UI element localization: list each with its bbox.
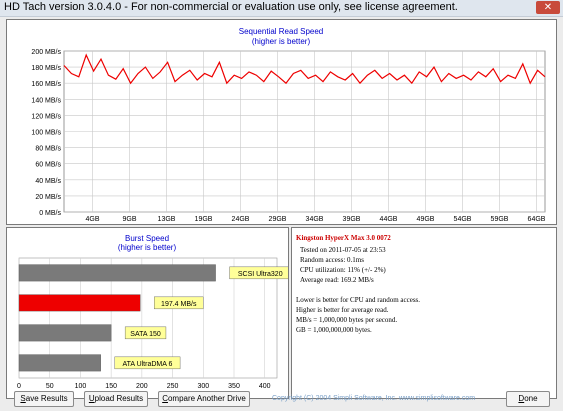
series-line	[63, 53, 546, 85]
burst-title: Burst Speed	[125, 234, 169, 243]
x-tick-label: 54GB	[454, 216, 472, 223]
info-panel: Kingston HyperX Max 3.0 0072 Tested on 2…	[291, 227, 557, 399]
x-tick-label: 13GB	[158, 216, 176, 223]
close-icon[interactable]: ✕	[536, 1, 560, 14]
burst-x-tick-label: 150	[105, 383, 117, 390]
y-tick-label: 60 MB/s	[35, 162, 61, 169]
bar-label-box	[124, 326, 167, 340]
burst-subtitle: (higher is better)	[118, 243, 177, 252]
note-gb: GB = 1,000,000,000 bytes.	[296, 326, 372, 334]
y-tick-label: 100 MB/s	[31, 130, 61, 137]
y-tick-label: 160 MB/s	[31, 81, 61, 88]
title-bar: HD Tach version 3.0.4.0 - For non-commer…	[0, 0, 563, 17]
x-tick-label: 34GB	[306, 216, 324, 223]
x-tick-label: 64GB	[528, 216, 546, 223]
note-higher: Higher is better for average read.	[296, 306, 389, 314]
y-tick-label: 180 MB/s	[31, 65, 61, 72]
random-access: Random access: 0.1ms	[300, 256, 364, 264]
y-tick-label: 200 MB/s	[31, 49, 61, 56]
sequential-chart-panel: Sequential Read Speed (higher is better)…	[6, 19, 557, 225]
bar-label: ATA UltraDMA 6	[122, 361, 172, 368]
bar-label-box	[154, 296, 204, 310]
chart-subtitle: (higher is better)	[252, 37, 311, 46]
x-tick-label: 49GB	[417, 216, 435, 223]
burst-chart: Burst Speed (higher is better) SCSI Ultr…	[17, 234, 292, 390]
x-tick-label: 4GB	[85, 216, 99, 223]
bar-label: SATA 150	[130, 331, 161, 338]
upload-results-button[interactable]: Upload Results	[84, 391, 148, 407]
burst-x-tick-label: 200	[136, 383, 148, 390]
x-tick-label: 59GB	[491, 216, 509, 223]
y-tick-label: 140 MB/s	[31, 97, 61, 104]
bar-label: 197.4 MB/s	[161, 301, 197, 308]
burst-bar	[18, 324, 112, 342]
bar-label-box	[114, 356, 181, 370]
burst-x-tick-label: 400	[259, 383, 271, 390]
cpu-utilization: CPU utilization: 11% (+/- 2%)	[300, 266, 386, 274]
y-tick-label: 120 MB/s	[31, 113, 61, 120]
compare-drive-button[interactable]: Compare Another Drive	[158, 391, 250, 407]
burst-x-tick-label: 100	[75, 383, 87, 390]
y-tick-label: 40 MB/s	[35, 178, 61, 185]
note-lower: Lower is better for CPU and random acces…	[296, 296, 421, 304]
average-read: Average read: 169.2 MB/s	[300, 276, 374, 284]
burst-x-tick-label: 0	[17, 383, 21, 390]
burst-x-tick-label: 50	[46, 383, 54, 390]
copyright-text: Copyright (C) 2004 Simpli Software, Inc.…	[272, 395, 476, 402]
y-tick-label: 80 MB/s	[35, 146, 61, 153]
x-tick-label: 9GB	[122, 216, 136, 223]
burst-x-tick-label: 250	[167, 383, 179, 390]
x-tick-label: 39GB	[343, 216, 361, 223]
burst-bar	[18, 354, 101, 372]
bar-label: SCSI Ultra320	[238, 271, 283, 278]
x-tick-label: 44GB	[380, 216, 398, 223]
burst-x-tick-label: 300	[197, 383, 209, 390]
done-button[interactable]: Done	[506, 391, 550, 407]
window-title: HD Tach version 3.0.4.0 - For non-commer…	[4, 1, 458, 13]
sequential-chart: Sequential Read Speed (higher is better)…	[31, 27, 546, 223]
burst-chart-panel: Burst Speed (higher is better) SCSI Ultr…	[6, 227, 292, 399]
chart-title: Sequential Read Speed	[239, 27, 324, 36]
drive-name: Kingston HyperX Max 3.0 0072	[296, 234, 391, 242]
burst-bar	[18, 294, 141, 312]
burst-x-tick-label: 350	[228, 383, 240, 390]
main-window: Sequential Read Speed (higher is better)…	[0, 17, 563, 411]
y-tick-label: 20 MB/s	[35, 194, 61, 201]
y-tick-label: 0 MB/s	[39, 210, 61, 217]
burst-bar	[18, 264, 216, 282]
x-tick-label: 29GB	[269, 216, 287, 223]
x-tick-label: 19GB	[195, 216, 213, 223]
x-tick-label: 24GB	[232, 216, 250, 223]
save-results-button[interactable]: Save Results	[14, 391, 74, 407]
tested-on: Tested on 2011-07-05 at 23:53	[300, 246, 386, 254]
note-mbps: MB/s = 1,000,000 bytes per second.	[296, 316, 398, 324]
